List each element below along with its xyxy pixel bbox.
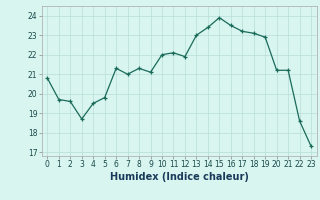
X-axis label: Humidex (Indice chaleur): Humidex (Indice chaleur)	[110, 172, 249, 182]
